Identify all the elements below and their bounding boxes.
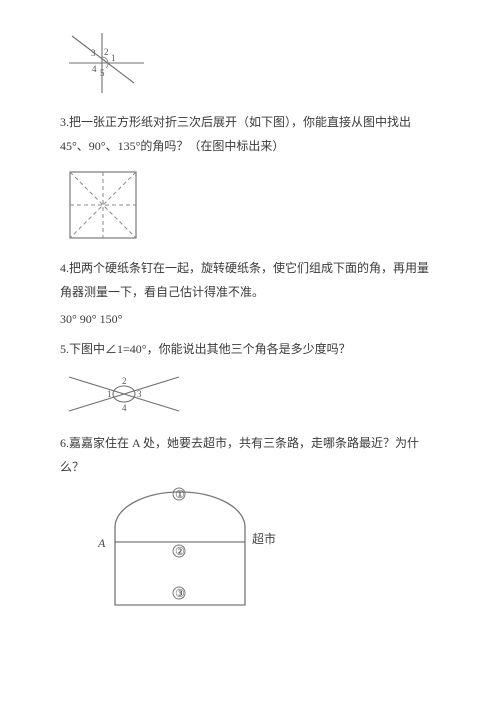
angle-label-2: 2: [104, 47, 109, 57]
figure-q5-cross: 1 2 3 4: [64, 369, 440, 419]
q5-label-1: 1: [107, 389, 112, 399]
q3-text: 3.把一张正方形纸对折三次后展开（如下图），你能直接从图中找出 45°、90°、…: [60, 110, 440, 158]
q4-text: 4.把两个硬纸条钉在一起，旋转硬纸条，使它们组成下面的角，再用量角器测量一下，看…: [60, 256, 440, 304]
document-page: 1 2 3 4 5 3.把一张正方形纸对折三次后展开（如下图），你能直接从图中找…: [0, 0, 500, 649]
angle-label-1: 1: [111, 53, 116, 63]
q4-answers: 30° 90° 150°: [60, 312, 440, 327]
q5-text: 5.下图中∠1=40°，你能说出其他三个角各是多少度吗？: [60, 337, 440, 361]
angle-label-4: 4: [92, 64, 97, 74]
q3-square-svg: [64, 166, 142, 244]
q5-label-4: 4: [122, 403, 127, 413]
q5-label-3: 3: [137, 389, 142, 399]
q6-routes-svg: A 超市 ① ② ③: [90, 487, 300, 617]
q6-label-A: A: [97, 536, 106, 550]
q5-label-2: 2: [122, 376, 127, 386]
q6-label-dest: 超市: [252, 531, 276, 546]
angle-label-5: 5: [100, 68, 105, 78]
figure-q6-routes: A 超市 ① ② ③: [90, 487, 440, 617]
figure-q3-square: [64, 166, 440, 244]
q5-cross-svg: 1 2 3 4: [64, 369, 184, 419]
figure-top-angles: 1 2 3 4 5: [64, 28, 440, 98]
q6-text: 6.嘉嘉家住在 A 处，她要去超市，共有三条路，走哪条路最近？为什么？: [60, 431, 440, 479]
top-angles-svg: 1 2 3 4 5: [64, 28, 154, 98]
angle-label-3: 3: [91, 48, 96, 58]
